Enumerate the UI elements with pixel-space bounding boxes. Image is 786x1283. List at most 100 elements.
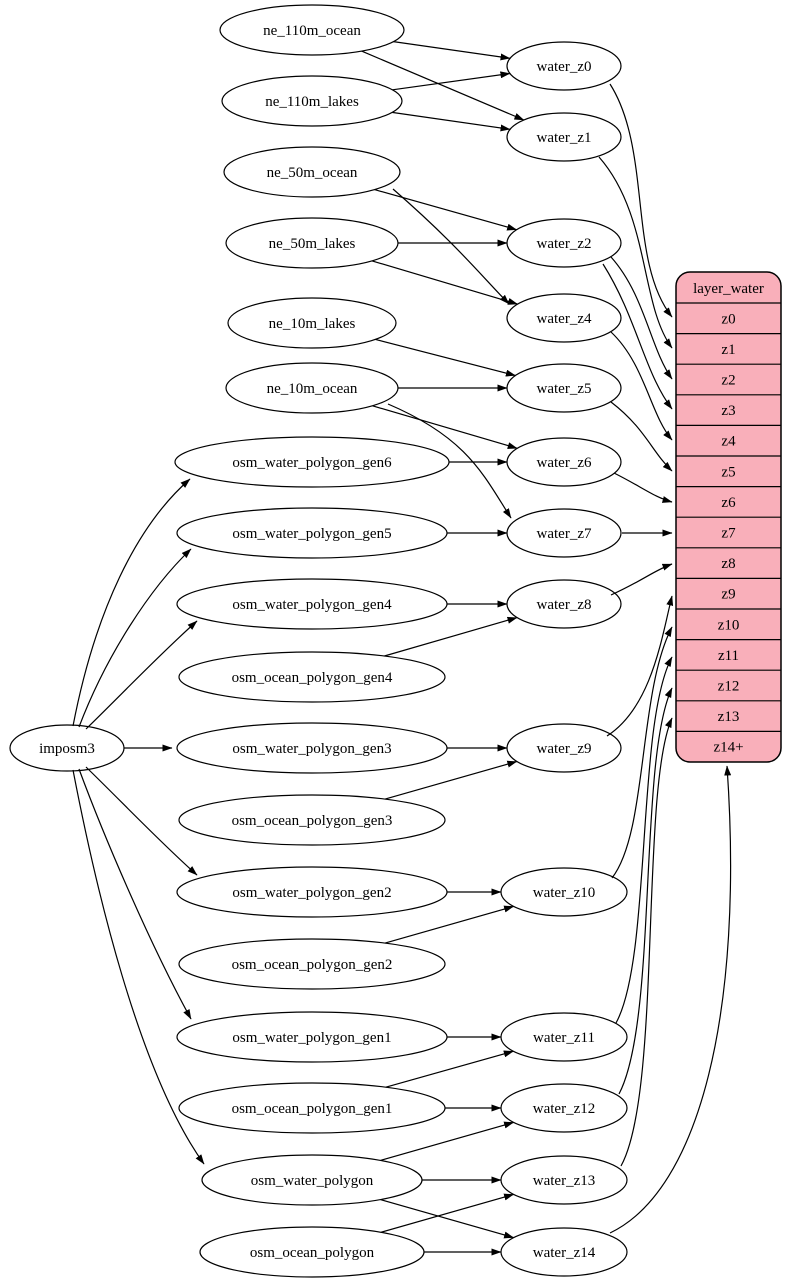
edge-ne_10m_ocean-to-water_z6 <box>372 405 518 449</box>
node-water_z1: water_z1 <box>506 112 622 162</box>
node-osm_water_polygon_gen4: osm_water_polygon_gen4 <box>176 578 448 630</box>
node-osm_water_polygon_gen1: osm_water_polygon_gen1 <box>176 1011 448 1063</box>
edge-imposm3-to-osm_water_polygon <box>72 769 205 1165</box>
edge-water_z2-to-z2 <box>610 256 673 380</box>
record-row-z12: z12 <box>718 679 740 695</box>
node-ne_10m_ocean: ne_10m_ocean <box>225 362 399 414</box>
node-shape <box>227 297 397 349</box>
node-label: water_z10 <box>533 885 595 901</box>
node-label: water_z11 <box>533 1030 595 1046</box>
node-osm_water_polygon: osm_water_polygon <box>201 1154 423 1206</box>
node-water_z6: water_z6 <box>506 437 622 487</box>
node-osm_water_polygon_gen3: osm_water_polygon_gen3 <box>176 722 448 774</box>
edge-osm_ocean_polygon_gen2-to-water_z10 <box>384 905 515 944</box>
edge-ne_10m_lakes-to-water_z5 <box>375 338 516 377</box>
node-osm_ocean_polygon_gen1: osm_ocean_polygon_gen1 <box>178 1082 446 1134</box>
node-label: water_z13 <box>533 1173 595 1189</box>
record-title: layer_water <box>693 281 764 297</box>
node-label: osm_water_polygon_gen2 <box>232 885 391 901</box>
node-water_z9: water_z9 <box>506 723 622 773</box>
node-label: water_z14 <box>533 1245 596 1261</box>
record-row-z0: z0 <box>721 311 735 327</box>
node-label: osm_ocean_polygon <box>250 1245 375 1261</box>
edge-water_z13-to-z13 <box>620 717 673 1167</box>
node-shape <box>178 938 446 990</box>
node-label: ne_10m_lakes <box>269 316 356 332</box>
node-label: osm_ocean_polygon_gen2 <box>232 957 393 973</box>
edge-osm_ocean_polygon_gen1-to-water_z11 <box>385 1050 514 1088</box>
node-osm_ocean_polygon: osm_ocean_polygon <box>199 1226 425 1278</box>
node-ne_50m_ocean: ne_50m_ocean <box>223 146 401 198</box>
node-label: water_z1 <box>537 130 592 146</box>
node-shape <box>506 112 622 162</box>
node-shape <box>506 293 622 343</box>
node-label: ne_50m_ocean <box>267 165 358 181</box>
node-label: ne_110m_lakes <box>265 94 359 110</box>
node-water_z2: water_z2 <box>506 218 622 268</box>
edge-water_z12-to-z12 <box>618 687 673 1095</box>
node-ne_110m_ocean: ne_110m_ocean <box>219 4 405 56</box>
node-water_z8: water_z8 <box>506 579 622 629</box>
node-label: ne_10m_ocean <box>267 381 358 397</box>
node-label: ne_50m_lakes <box>269 236 356 252</box>
edge-ne_110m_lakes-to-water_z0 <box>392 71 511 91</box>
edge-ne_10m_ocean-to-water_z7 <box>387 403 512 519</box>
edge-water_z11-to-z11 <box>615 656 673 1024</box>
node-label: water_z6 <box>537 455 592 471</box>
node-shape <box>223 146 401 198</box>
node-water_z11: water_z11 <box>500 1012 628 1062</box>
record-row-z3: z3 <box>721 403 735 419</box>
node-label: osm_water_polygon_gen5 <box>232 526 391 542</box>
edge-imposm3-to-osm_water_polygon_gen1 <box>78 768 192 1020</box>
node-ne_110m_lakes: ne_110m_lakes <box>221 75 403 127</box>
record-row-z9: z9 <box>721 587 735 603</box>
record-row-z6: z6 <box>721 495 736 511</box>
edge-ne_110m_ocean-to-water_z0 <box>393 41 511 61</box>
node-label: osm_water_polygon <box>251 1173 374 1189</box>
edge-imposm3-to-osm_water_polygon_gen6 <box>72 478 191 727</box>
node-osm_water_polygon_gen5: osm_water_polygon_gen5 <box>176 507 448 559</box>
node-osm_water_polygon_gen6: osm_water_polygon_gen6 <box>174 436 450 488</box>
edge-ne_50m_ocean-to-water_z2 <box>374 189 518 231</box>
node-label: osm_ocean_polygon_gen3 <box>232 813 393 829</box>
edge-water_z1-to-z1 <box>598 156 673 349</box>
node-label: water_z4 <box>537 311 592 327</box>
edge-osm_ocean_polygon_gen4-to-water_z8 <box>384 616 518 657</box>
record-row-z1: z1 <box>721 342 735 358</box>
edge-ne_50m_ocean-to-water_z4 <box>392 188 510 305</box>
node-label: water_z8 <box>537 597 592 613</box>
node-ne_50m_lakes: ne_50m_lakes <box>225 217 399 269</box>
edge-imposm3-to-osm_water_polygon_gen4 <box>85 620 198 730</box>
record-row-z13: z13 <box>718 709 740 725</box>
node-water_z14: water_z14 <box>500 1227 628 1277</box>
node-water_z5: water_z5 <box>506 363 622 413</box>
record-row-z11: z11 <box>718 648 739 664</box>
node-shape <box>219 4 405 56</box>
node-shape <box>178 794 446 846</box>
edge-water_z14-to-z14plus <box>609 765 732 1234</box>
node-ne_10m_lakes: ne_10m_lakes <box>227 297 397 349</box>
node-label: water_z0 <box>537 59 592 75</box>
record-row-z8: z8 <box>721 556 735 572</box>
node-shape <box>506 41 622 91</box>
node-label: osm_ocean_polygon_gen4 <box>232 670 393 686</box>
node-water_z7: water_z7 <box>506 508 622 558</box>
record-row-z2: z2 <box>721 373 735 389</box>
record-row-z7: z7 <box>721 526 736 542</box>
node-osm_ocean_polygon_gen2: osm_ocean_polygon_gen2 <box>178 938 446 990</box>
node-osm_ocean_polygon_gen4: osm_ocean_polygon_gen4 <box>178 651 446 703</box>
edge-water_z10-to-z10 <box>611 626 673 879</box>
edge-imposm3-to-osm_water_polygon_gen5 <box>78 548 192 728</box>
edge-water_z6-to-z6 <box>613 472 673 503</box>
edge-water_z8-to-z8 <box>610 563 673 596</box>
node-label: imposm3 <box>39 741 95 757</box>
node-label: water_z2 <box>537 236 592 252</box>
node-water_z4: water_z4 <box>506 293 622 343</box>
edge-water_z0-to-z0 <box>609 83 673 318</box>
node-label: osm_water_polygon_gen1 <box>232 1030 391 1046</box>
node-imposm3: imposm3 <box>9 724 125 772</box>
record-row-z5: z5 <box>721 464 735 480</box>
